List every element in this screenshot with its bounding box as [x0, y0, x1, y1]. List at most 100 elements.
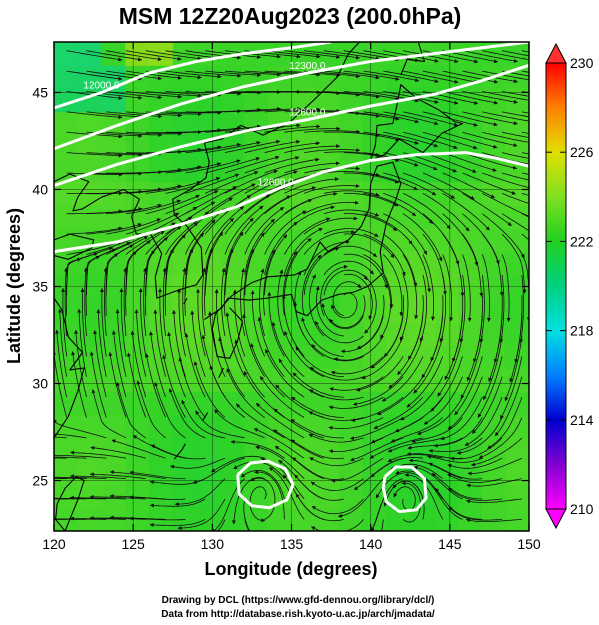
streamline [328, 417, 384, 430]
streamline [462, 254, 472, 322]
field-cell [77, 437, 103, 462]
streamline [157, 288, 166, 357]
field-cell [362, 111, 388, 136]
field-cell [267, 391, 293, 416]
streamline [149, 519, 206, 527]
streamline [324, 111, 380, 118]
field-cell [267, 437, 293, 462]
streamline [111, 439, 166, 459]
colorbar: 210 214 218 222 226 230 [545, 42, 594, 530]
field-cell [339, 298, 364, 323]
streamline [456, 417, 503, 455]
streamline [90, 445, 146, 459]
streamline [145, 236, 169, 296]
field-cell [291, 507, 316, 531]
streamline [205, 140, 261, 153]
colorbar-tick-label: 230 [570, 55, 594, 71]
field-cell [386, 251, 411, 276]
streamline [450, 437, 503, 461]
field-cell [77, 414, 103, 439]
colorbar-tick-label: 218 [570, 323, 594, 339]
field-cell [339, 484, 364, 509]
field-cell [481, 298, 506, 323]
field-cell [196, 484, 221, 509]
contour-line [54, 42, 529, 151]
field-cell [434, 181, 459, 206]
streamline [482, 91, 529, 101]
streamline [255, 445, 305, 479]
field-cell [481, 414, 506, 439]
streamline [106, 70, 162, 81]
streamline [123, 267, 128, 337]
streamline [225, 312, 246, 377]
streamline [363, 233, 406, 277]
streamline [482, 50, 529, 61]
streamline [442, 91, 498, 105]
streamline [363, 50, 420, 63]
field-cell [196, 437, 221, 462]
streamline [168, 388, 206, 439]
streamline [130, 330, 147, 398]
streamline [304, 200, 359, 215]
field-cell [339, 251, 364, 276]
streamline [363, 193, 417, 217]
streamline [217, 519, 226, 531]
streamline [71, 351, 87, 418]
streamline [177, 498, 226, 531]
field-cell [434, 414, 459, 439]
streamline [402, 213, 443, 262]
streamline [165, 145, 222, 153]
streamline [162, 354, 186, 418]
streamline [162, 267, 167, 337]
streamline [278, 358, 325, 398]
streamline [371, 478, 404, 531]
streamline [116, 382, 147, 439]
coastline [218, 367, 224, 378]
streamline [264, 210, 307, 255]
streamline [181, 399, 226, 439]
streamline [136, 380, 166, 439]
y-tick-label: 30 [32, 376, 48, 392]
streamline [244, 232, 265, 296]
field-cell [315, 321, 340, 346]
x-tick-label: 130 [201, 536, 225, 552]
field-cell [410, 181, 435, 206]
field-cell [125, 344, 150, 369]
field-cell [172, 391, 198, 416]
streamline [54, 350, 68, 418]
streamline [256, 402, 305, 439]
field-cell [220, 414, 245, 439]
field-cell [196, 391, 221, 416]
streamline [284, 144, 341, 153]
field-cell [481, 507, 506, 531]
streamline [454, 356, 483, 416]
streamline [204, 248, 213, 316]
streamline [77, 308, 87, 377]
field-cell [505, 414, 529, 439]
field-cell [172, 461, 198, 486]
field-cell [125, 507, 150, 531]
field-cell [315, 507, 340, 531]
field-cell [244, 298, 269, 323]
streamline [481, 233, 504, 297]
field-cell [54, 484, 79, 509]
streamline [273, 429, 325, 459]
streamline [402, 233, 432, 293]
streamline [89, 472, 146, 479]
field-cell [125, 181, 150, 206]
streamline [462, 50, 518, 63]
streamline [431, 472, 483, 500]
streamline [290, 439, 344, 460]
field-cell [267, 484, 293, 509]
x-axis-label: Longitude (degrees) [204, 559, 377, 579]
field-cell [149, 321, 174, 346]
streamline [54, 477, 87, 479]
field-cell [362, 368, 388, 392]
streamline [422, 193, 470, 232]
streamline [413, 465, 463, 500]
field-cell [125, 437, 150, 462]
streamline [224, 231, 244, 296]
x-tick-label: 120 [42, 536, 66, 552]
streamline [259, 268, 265, 337]
grid-lines [54, 42, 529, 531]
